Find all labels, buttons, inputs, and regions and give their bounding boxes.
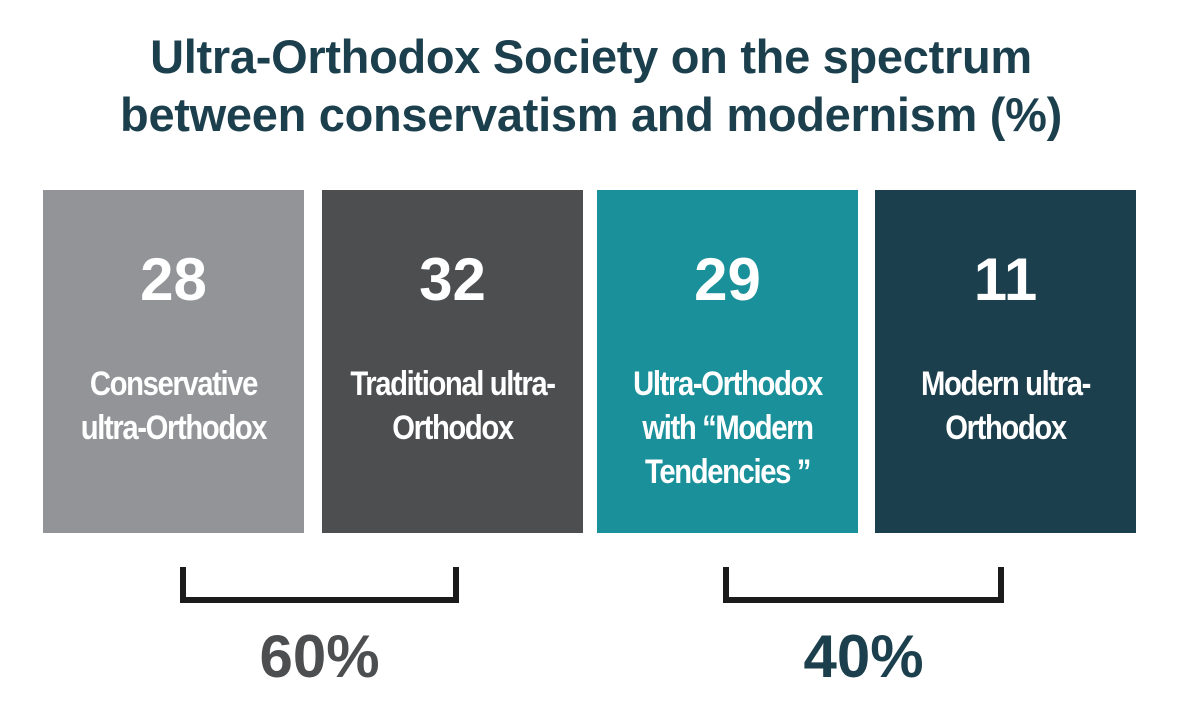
bar-value-traditional: 32	[419, 246, 486, 313]
bar-label-modern: Modern ultra- Orthodox	[893, 362, 1117, 450]
group-total-1: 60%	[259, 623, 380, 690]
group-total-2: 40%	[803, 623, 924, 690]
bar-value-modern: 11	[973, 246, 1038, 313]
group-bracket-1	[180, 567, 459, 603]
bar-label-line: Conservative	[89, 365, 259, 403]
bar-label-line: Ultra-Orthodox	[633, 365, 823, 403]
chart-title-line-1: Ultra-Orthodox Society on the spectrum	[150, 30, 1032, 83]
chart-title: Ultra-Orthodox Society on the spectrum b…	[0, 28, 1182, 144]
bar-label-line: Traditional ultra-	[350, 365, 556, 403]
bar-value-conservative: 28	[140, 246, 207, 313]
bar-label-line: Modern ultra-	[921, 365, 1091, 403]
bar-modern: 11 Modern ultra- Orthodox	[875, 190, 1136, 533]
bar-conservative: 28 Conservative ultra-Orthodox	[43, 190, 304, 533]
group-bracket-2	[723, 567, 1004, 603]
bar-value-modern-tendencies: 29	[694, 246, 761, 313]
bar-label-line: ultra-Orthodox	[80, 409, 268, 447]
bar-modern-tendencies: 29 Ultra-Orthodox with “Modern Tendencies ”	[597, 190, 858, 533]
bar-label-conservative: Conservative ultra-Orthodox	[61, 362, 285, 450]
bar-label-line: Orthodox	[945, 409, 1067, 447]
bar-label-line: Orthodox	[392, 409, 514, 447]
bar-traditional: 32 Traditional ultra- Orthodox	[322, 190, 583, 533]
bar-label-modern-tendencies: Ultra-Orthodox with “Modern Tendencies ”	[615, 362, 839, 494]
bar-label-line: Tendencies ”	[645, 453, 811, 491]
bar-label-line: with “Modern	[642, 409, 814, 447]
chart-title-line-2: between conservatism and modernism (%)	[120, 88, 1062, 141]
bar-label-traditional: Traditional ultra- Orthodox	[340, 362, 564, 450]
